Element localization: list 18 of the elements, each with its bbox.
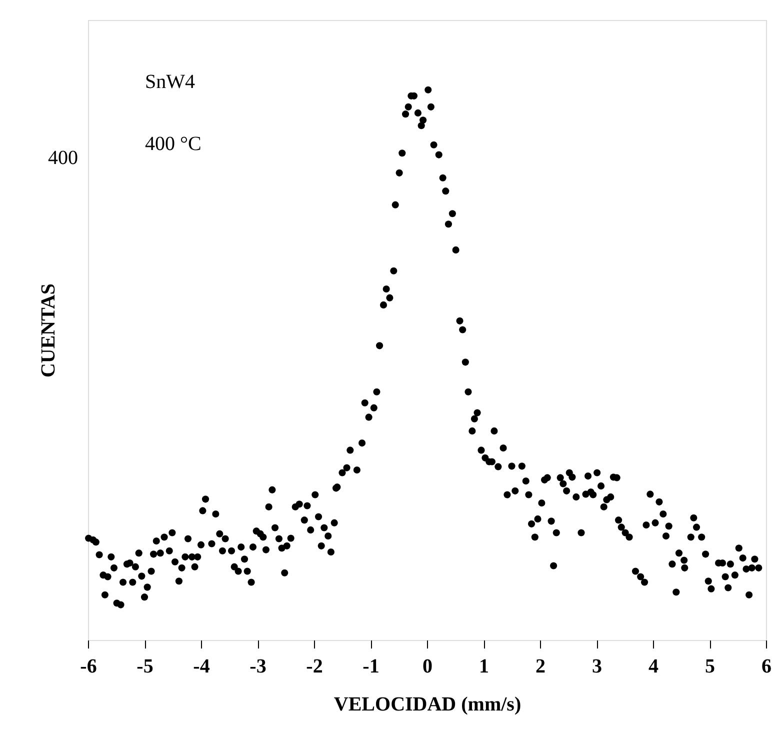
y-axis-title: CUENTAS: [38, 283, 60, 378]
x-tick-label: 1: [479, 656, 489, 678]
text: 400: [48, 147, 78, 169]
x-tick-label: -4: [193, 656, 210, 678]
x-tick-label: -6: [80, 656, 97, 678]
x-tick-label: 5: [705, 656, 715, 678]
x-tick-label: 6: [762, 656, 772, 678]
x-tick-label: 0: [422, 656, 432, 678]
annotation: SnW4: [145, 71, 195, 93]
x-tick-label: 2: [536, 656, 546, 678]
x-tick-label: -1: [362, 656, 380, 678]
annotation: 400 °C: [145, 133, 202, 155]
x-tick-label: -5: [136, 656, 154, 678]
x-tick-label: 3: [592, 656, 602, 678]
x-tick-label: 4: [648, 656, 658, 678]
x-axis-title: VELOCIDAD (mm/s): [334, 694, 522, 716]
x-tick-label: -2: [306, 656, 323, 678]
x-tick-label: -3: [250, 656, 266, 678]
